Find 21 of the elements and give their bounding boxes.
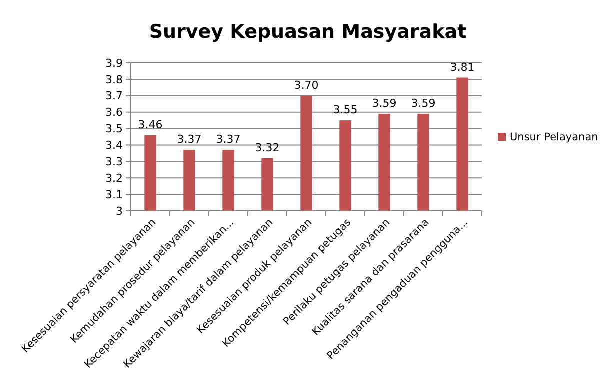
data-label: 3.81 bbox=[450, 60, 475, 74]
y-tick-label: 3.5 bbox=[106, 122, 123, 136]
y-tick-label: 3.1 bbox=[106, 188, 123, 202]
y-tick-label: 3 bbox=[116, 204, 123, 218]
y-tick-label: 3.9 bbox=[106, 56, 123, 70]
y-tick-label: 3.7 bbox=[106, 90, 123, 103]
chart-title: Survey Kepuasan Masyarakat bbox=[149, 21, 467, 43]
data-label: 3.70 bbox=[294, 78, 319, 92]
legend-label: Unsur Pelayanan bbox=[510, 132, 598, 144]
y-tick-label: 3.2 bbox=[106, 172, 123, 185]
data-label: 3.37 bbox=[177, 133, 202, 146]
y-tick-label: 3.8 bbox=[106, 73, 123, 86]
data-label: 3.59 bbox=[372, 96, 397, 110]
data-label: 3.46 bbox=[138, 118, 163, 132]
data-label: 3.37 bbox=[216, 133, 241, 146]
y-tick-label: 3.6 bbox=[106, 106, 123, 120]
y-tick-label: 3.4 bbox=[106, 139, 123, 152]
y-tick-label: 3.3 bbox=[106, 156, 123, 169]
data-label: 3.55 bbox=[333, 104, 358, 117]
data-label: 3.59 bbox=[411, 96, 436, 110]
data-label: 3.32 bbox=[255, 141, 280, 154]
